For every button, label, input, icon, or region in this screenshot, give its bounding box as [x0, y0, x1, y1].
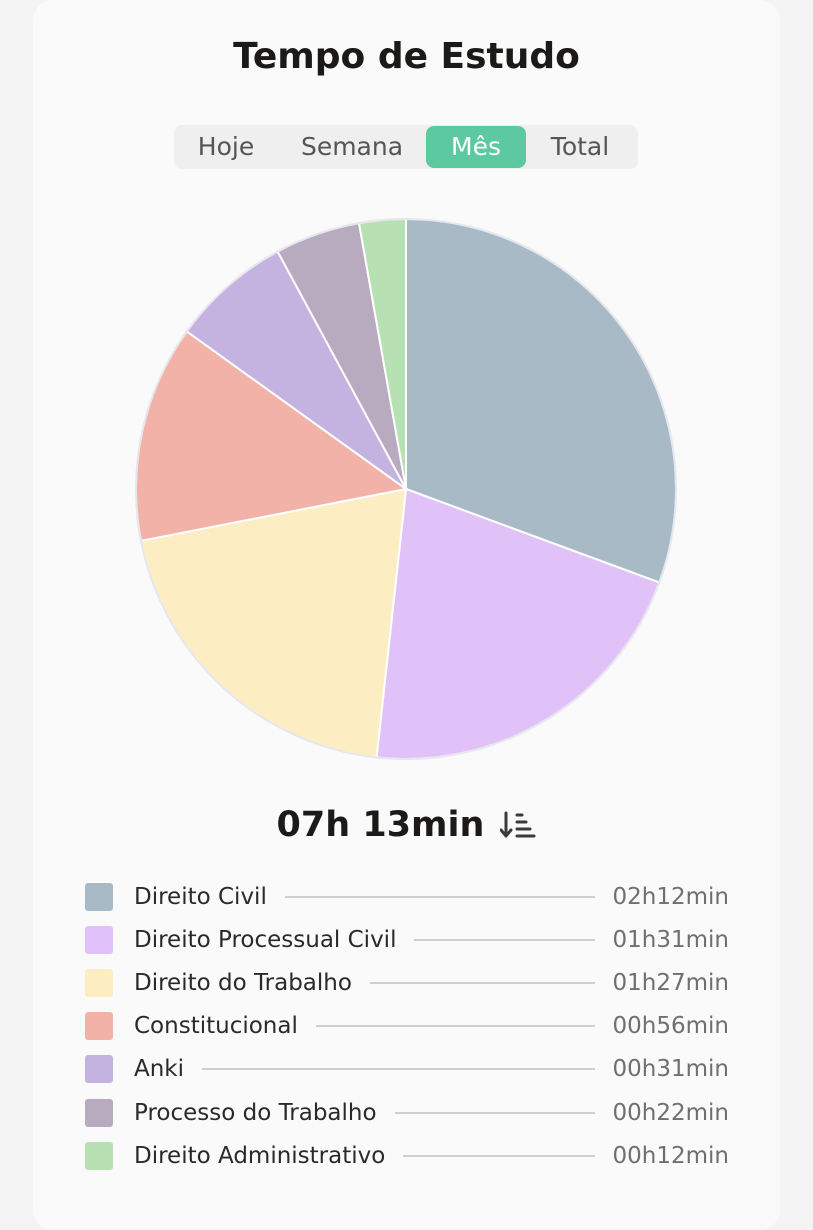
legend-swatch [85, 1012, 113, 1041]
period-tabs: Hoje Semana Mês Total [174, 125, 638, 169]
tab-mes[interactable]: Mês [426, 126, 526, 168]
legend-leader-line [284, 895, 595, 898]
legend-swatch [85, 925, 113, 954]
legend-value: 00h12min [612, 1142, 729, 1169]
pie-outline [135, 218, 677, 760]
legend-leader-line [315, 1025, 595, 1028]
legend-value: 01h31min [612, 926, 729, 953]
legend-swatch [85, 1141, 113, 1170]
legend-value: 00h56min [612, 1013, 729, 1040]
legend-label: Direito Civil [134, 883, 267, 910]
legend-label: Direito do Trabalho [134, 969, 352, 996]
legend-item[interactable]: Processo do Trabalho 00h22min [85, 1091, 729, 1134]
legend-label: Direito Processual Civil [134, 926, 397, 953]
legend-leader-line [369, 981, 595, 984]
legend-item[interactable]: Direito do Trabalho 01h27min [85, 961, 729, 1004]
legend-leader-line [403, 1154, 595, 1157]
legend-label: Processo do Trabalho [134, 1099, 377, 1126]
tab-semana[interactable]: Semana [300, 132, 404, 161]
legend-label: Anki [134, 1056, 185, 1083]
total-time: 07h 13min [276, 805, 485, 845]
legend-leader-line [394, 1111, 595, 1114]
legend-value: 02h12min [612, 883, 729, 910]
legend-swatch [85, 968, 113, 997]
legend-swatch [85, 1055, 113, 1084]
legend-label: Direito Administrativo [134, 1142, 386, 1169]
legend-leader-line [202, 1068, 595, 1071]
legend: Direito Civil 02h12min Direito Processual … [85, 875, 729, 1177]
page-title: Tempo de Estudo [233, 36, 580, 77]
legend-item[interactable]: Direito Processual Civil 01h31min [85, 918, 729, 961]
legend-value: 00h31min [612, 1056, 729, 1083]
legend-swatch [85, 1098, 113, 1127]
legend-value: 01h27min [612, 969, 729, 996]
legend-item[interactable]: Anki 00h31min [85, 1048, 729, 1091]
tab-hoje[interactable]: Hoje [197, 132, 255, 161]
stats-card: Tempo de Estudo Hoje Semana Mês Total 07… [33, 0, 780, 1230]
legend-item[interactable]: Constitucional 00h56min [85, 1005, 729, 1048]
pie-chart [135, 217, 677, 760]
total-time-row: 07h 13min [33, 805, 780, 845]
legend-item[interactable]: Direito Civil 02h12min [85, 875, 729, 918]
tab-total[interactable]: Total [550, 132, 610, 161]
legend-item[interactable]: Direito Administrativo 00h12min [85, 1134, 729, 1177]
legend-label: Constitucional [134, 1013, 298, 1040]
sort-descending-icon[interactable] [500, 809, 536, 841]
legend-swatch [85, 882, 113, 911]
legend-leader-line [414, 938, 595, 941]
legend-value: 00h22min [612, 1099, 729, 1126]
